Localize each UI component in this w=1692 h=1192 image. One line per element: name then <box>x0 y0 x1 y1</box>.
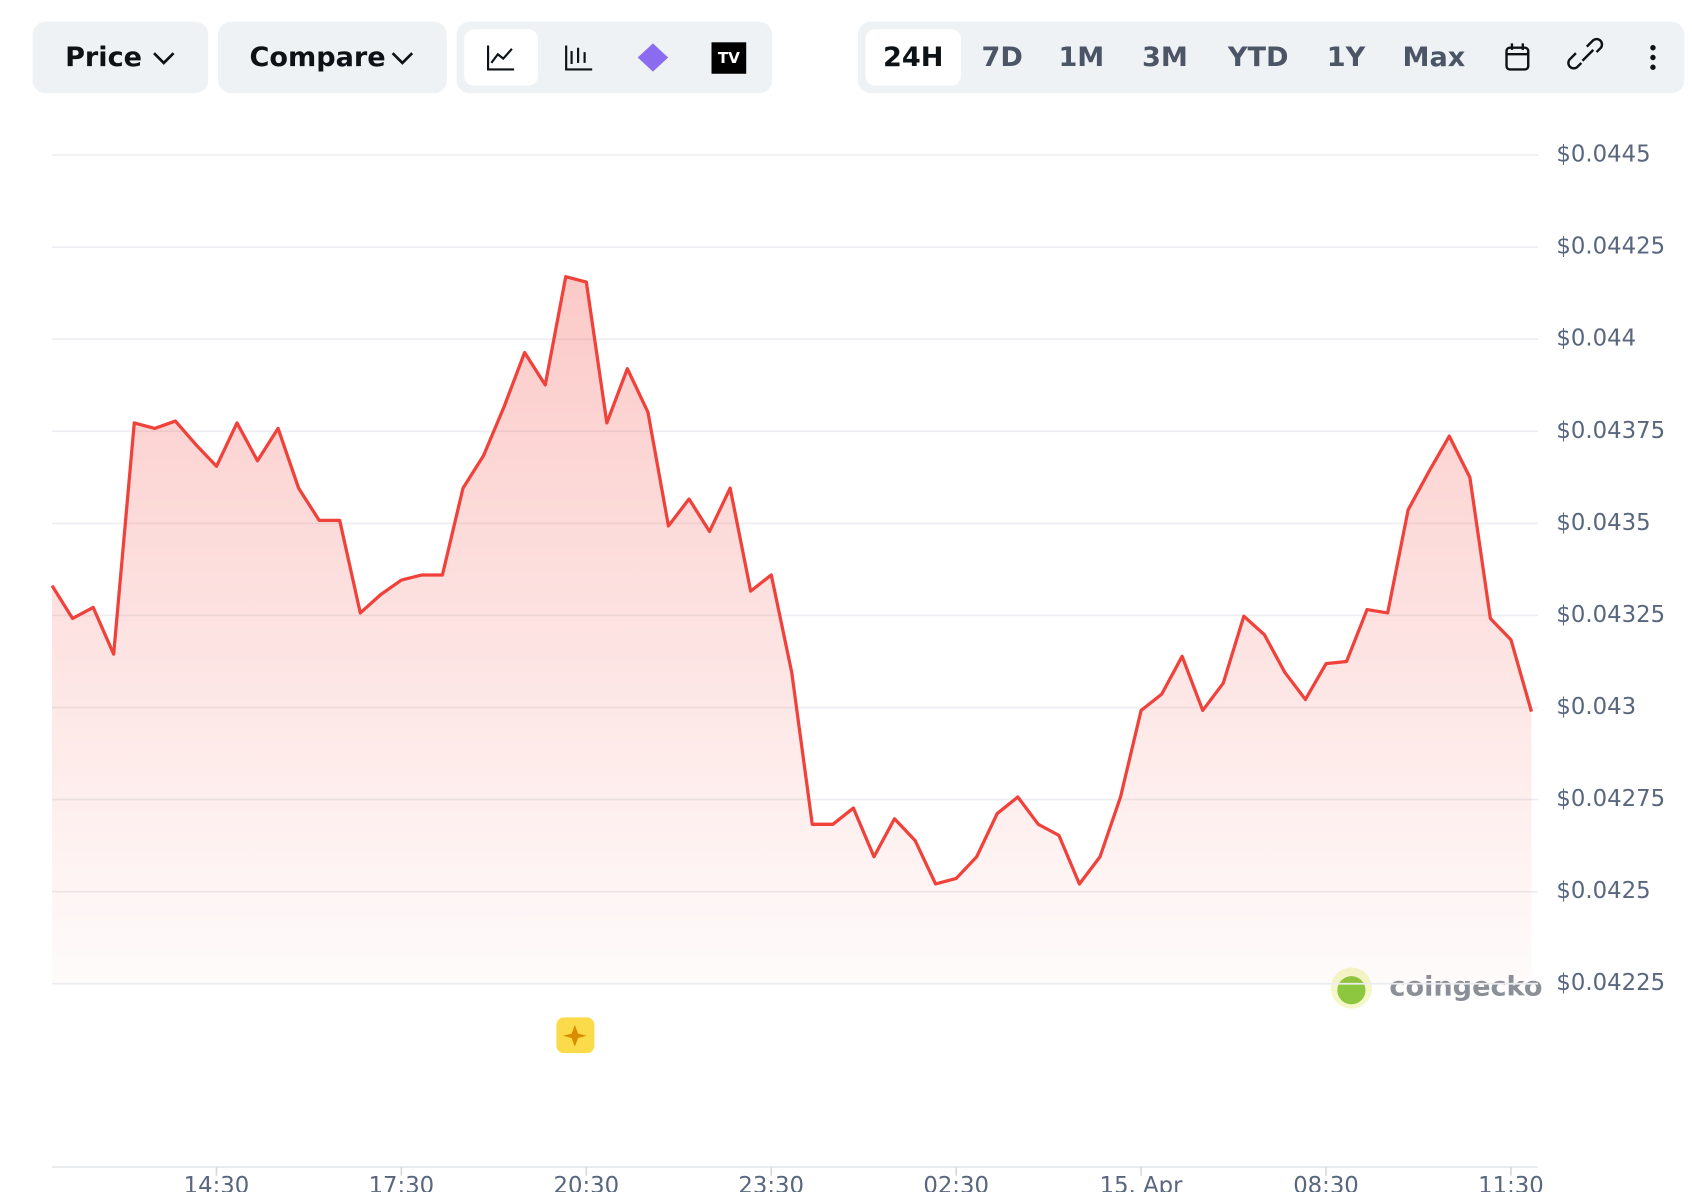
range-group <box>857 21 1685 94</box>
y-tick-label: $0.0435 <box>1556 510 1650 536</box>
link-icon[interactable] <box>1567 37 1604 70</box>
x-tick-label: 08:30 <box>1293 1173 1359 1192</box>
price-line <box>50 275 1534 886</box>
y-tick-label: $0.04275 <box>1556 786 1665 812</box>
range-button[interactable]: 7D <box>981 42 1022 73</box>
range-button[interactable]: YTD <box>1227 42 1289 73</box>
chevron <box>153 52 175 65</box>
area <box>52 276 1532 984</box>
x-tick-label: 17:30 <box>369 1173 435 1192</box>
y-tick-label: $0.043 <box>1556 694 1636 720</box>
menu-dot[interactable] <box>1650 45 1656 51</box>
active-range <box>865 29 961 86</box>
line-icon <box>486 45 515 71</box>
range-button[interactable]: Max <box>1402 42 1465 73</box>
x-tick-label: 23:30 <box>738 1173 804 1192</box>
price-button[interactable] <box>32 21 209 94</box>
x-tick-label: 02:30 <box>923 1173 989 1192</box>
x-tick-label: 14:30 <box>184 1173 250 1192</box>
x-tick-label: 15. Apr <box>1100 1173 1183 1192</box>
range-button[interactable]: 24H <box>883 42 943 73</box>
tradingview-icon[interactable] <box>711 42 747 74</box>
chevron <box>391 52 414 65</box>
y-tick-label: $0.04425 <box>1556 234 1665 260</box>
candle-icon[interactable] <box>565 45 593 71</box>
calendar-icon[interactable] <box>1505 46 1530 71</box>
menu-dot <box>1650 64 1656 70</box>
range-button[interactable]: 1M <box>1058 42 1104 73</box>
y-tick-label: $0.04225 <box>1556 970 1665 996</box>
x-tick-label: 11:30 <box>1478 1173 1544 1192</box>
compare-label: Compare <box>249 42 385 73</box>
y-tick-label: $0.0425 <box>1556 878 1650 904</box>
ai-icon[interactable] <box>637 43 669 72</box>
y-tick-label: $0.0445 <box>1556 142 1650 168</box>
y-tick-label: $0.044 <box>1556 326 1636 352</box>
calendar-detail <box>1506 43 1529 56</box>
tv-glyph: TV <box>718 49 740 67</box>
range-button[interactable]: 1Y <box>1327 42 1366 73</box>
event-icon <box>562 1024 587 1047</box>
price-label: Price <box>65 42 142 73</box>
range-button[interactable]: 3M <box>1142 42 1188 73</box>
compare-button[interactable] <box>218 21 447 94</box>
y-tick-label: $0.04325 <box>1556 602 1665 628</box>
menu-dot <box>1650 54 1656 61</box>
x-tick-label: 20:30 <box>553 1173 619 1192</box>
y-tick-label: $0.04375 <box>1556 418 1665 444</box>
